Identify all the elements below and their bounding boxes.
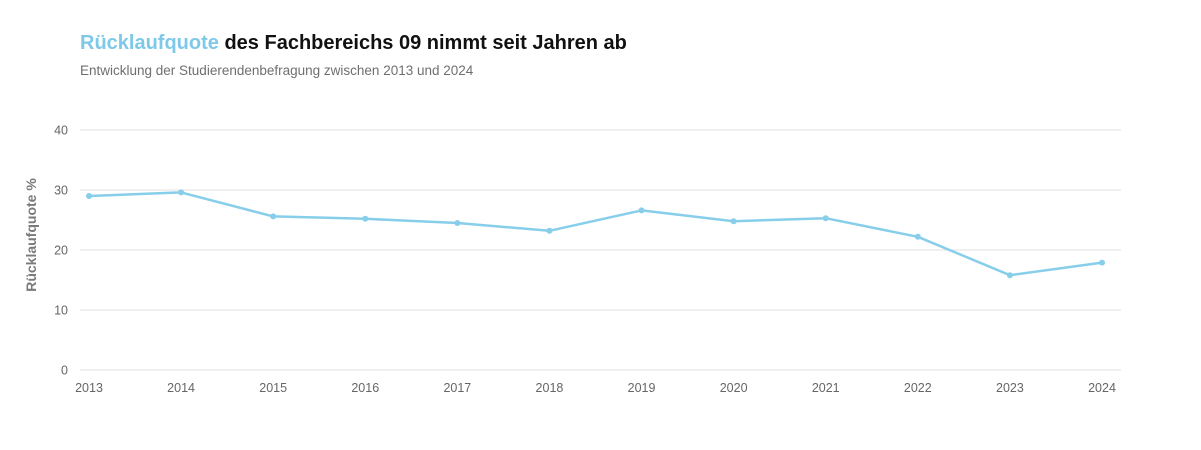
- data-point[interactable]: [546, 227, 553, 234]
- x-tick-label: 2013: [75, 381, 103, 395]
- y-tick-label: 10: [54, 304, 68, 318]
- y-tick-label: 20: [54, 244, 68, 258]
- x-axis-ticks: 2013 2014 2015 2016 2017 2018 2019 2020 2021 2022…: [75, 381, 1116, 395]
- data-point[interactable]: [362, 215, 369, 222]
- x-tick-label: 2017: [443, 381, 471, 395]
- y-tick-label: 0: [61, 364, 68, 378]
- y-axis-ticks: 0 10 20 30 40: [54, 124, 68, 378]
- y-tick-label: 40: [54, 124, 68, 138]
- x-tick-label: 2019: [628, 381, 656, 395]
- y-tick-label: 30: [54, 184, 68, 198]
- chart-subtitle: Entwicklung der Studierendenbefragung zw…: [80, 63, 474, 78]
- data-point[interactable]: [914, 233, 921, 240]
- x-tick-label: 2018: [536, 381, 564, 395]
- chart-title-rest: des Fachbereichs 09 nimmt seit Jahren ab: [218, 32, 627, 54]
- data-point[interactable]: [178, 189, 185, 196]
- grid-lines: [80, 129, 1121, 371]
- series-layer: [86, 189, 1105, 279]
- data-point[interactable]: [1006, 272, 1013, 279]
- data-point[interactable]: [454, 220, 461, 226]
- x-tick-label: 2014: [167, 381, 195, 395]
- data-point[interactable]: [822, 215, 829, 222]
- x-tick-label: 2015: [259, 381, 287, 395]
- y-axis-title: Rücklaufquote %: [23, 178, 39, 292]
- data-point[interactable]: [86, 193, 92, 199]
- x-tick-label: 2021: [812, 381, 840, 395]
- x-tick-label: 2020: [720, 381, 748, 395]
- chart-title: Rücklaufquote des Fachbereichs 09 nimmt …: [80, 32, 627, 55]
- data-point[interactable]: [270, 213, 277, 220]
- chart-title-highlight: Rücklaufquote: [80, 32, 219, 54]
- data-point[interactable]: [1099, 259, 1105, 266]
- series-line: [87, 191, 1104, 277]
- x-tick-label: 2024: [1088, 381, 1116, 395]
- x-tick-label: 2023: [996, 381, 1024, 395]
- data-point[interactable]: [730, 218, 737, 225]
- data-point[interactable]: [638, 207, 645, 214]
- x-tick-label: 2016: [351, 381, 379, 395]
- x-tick-label: 2022: [904, 381, 932, 395]
